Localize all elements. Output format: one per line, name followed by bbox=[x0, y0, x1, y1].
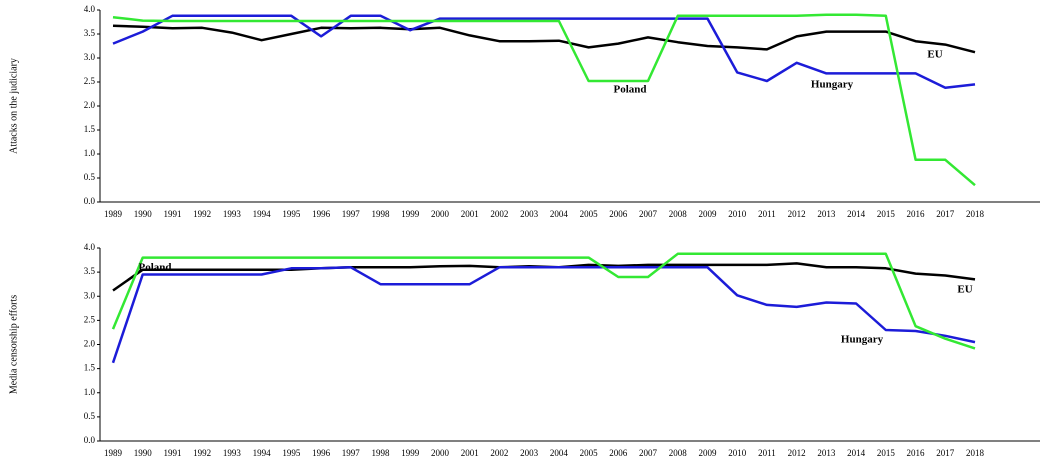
x-tick-label: 1990 bbox=[134, 209, 153, 219]
x-tick-label: 1993 bbox=[223, 448, 242, 458]
x-tick-label: 2014 bbox=[847, 209, 866, 219]
x-tick-label: 2008 bbox=[669, 448, 688, 458]
x-tick-label: 2002 bbox=[490, 209, 508, 219]
x-tick-label: 2012 bbox=[788, 448, 806, 458]
series-label: EU bbox=[927, 49, 942, 61]
x-tick-label: 1999 bbox=[401, 209, 420, 219]
x-tick-label: 1989 bbox=[104, 209, 123, 219]
x-tick-label: 1997 bbox=[342, 209, 361, 219]
x-tick-label: 1991 bbox=[163, 448, 181, 458]
y-tick-label: 0.0 bbox=[84, 435, 96, 445]
x-tick-label: 2018 bbox=[966, 209, 985, 219]
x-tick-label: 2004 bbox=[550, 209, 569, 219]
x-tick-label: 2018 bbox=[966, 448, 985, 458]
x-tick-label: 1996 bbox=[312, 209, 331, 219]
x-tick-label: 1997 bbox=[342, 448, 361, 458]
x-tick-label: 2013 bbox=[817, 448, 836, 458]
y-tick-label: 3.5 bbox=[84, 266, 96, 276]
x-tick-label: 1992 bbox=[193, 209, 211, 219]
line-series bbox=[112, 24, 976, 54]
x-tick-label: 2009 bbox=[698, 448, 717, 458]
x-tick-label: 2010 bbox=[728, 209, 747, 219]
x-tick-label: 2016 bbox=[907, 209, 926, 219]
series-label: EU bbox=[957, 284, 972, 296]
x-tick-label: 2003 bbox=[520, 448, 539, 458]
x-tick-label: 1998 bbox=[372, 448, 391, 458]
y-tick-label: 1.5 bbox=[84, 363, 96, 373]
x-tick-label: 2014 bbox=[847, 448, 866, 458]
y-tick-label: 0.5 bbox=[84, 172, 96, 182]
x-tick-label: 1999 bbox=[401, 448, 420, 458]
chart: 0.0 0.5 1.0 1.5 2.0 2.5 3.0 3.5 4.0 1989 1990 1991 1… bbox=[8, 4, 1040, 219]
x-tick-label: 1998 bbox=[372, 209, 391, 219]
x-tick-label: 2011 bbox=[758, 448, 776, 458]
chart: 0.0 0.5 1.0 1.5 2.0 2.5 3.0 3.5 4.0 1989 1990 1991 1… bbox=[8, 242, 1040, 458]
y-tick-label: 0.0 bbox=[84, 196, 96, 206]
series-label: Hungary bbox=[841, 334, 884, 346]
series-label: Poland bbox=[138, 262, 171, 274]
x-tick-label: 1991 bbox=[163, 209, 181, 219]
y-tick-label: 4.0 bbox=[84, 242, 96, 252]
x-tick-label: 2012 bbox=[788, 209, 806, 219]
y-tick-label: 3.5 bbox=[84, 28, 96, 38]
y-tick-label: 2.5 bbox=[84, 76, 96, 86]
y-tick-label: 0.5 bbox=[84, 411, 96, 421]
x-tick-label: 2004 bbox=[550, 448, 569, 458]
y-axis-label: Media censorship efforts bbox=[8, 295, 19, 394]
x-tick-label: 2001 bbox=[461, 209, 479, 219]
x-tick-label: 2005 bbox=[580, 209, 599, 219]
x-tick-label: 2007 bbox=[639, 209, 658, 219]
x-tick-label: 2001 bbox=[461, 448, 479, 458]
x-tick-label: 2000 bbox=[431, 209, 450, 219]
x-tick-label: 2005 bbox=[580, 448, 599, 458]
x-tick-label: 2017 bbox=[936, 448, 955, 458]
x-tick-label: 2017 bbox=[936, 209, 955, 219]
line-series bbox=[112, 13, 976, 187]
x-tick-label: 2002 bbox=[490, 448, 508, 458]
x-tick-label: 2009 bbox=[698, 209, 717, 219]
x-tick-label: 1993 bbox=[223, 209, 242, 219]
x-tick-label: 2015 bbox=[877, 448, 896, 458]
x-tick-label: 1996 bbox=[312, 448, 331, 458]
y-tick-label: 3.0 bbox=[84, 290, 96, 300]
x-tick-label: 2003 bbox=[520, 209, 539, 219]
line-series bbox=[112, 14, 976, 90]
x-tick-label: 1995 bbox=[282, 209, 301, 219]
y-axis-label: Attacks on the judiciary bbox=[8, 58, 19, 154]
y-tick-label: 4.0 bbox=[84, 4, 96, 14]
x-tick-label: 2008 bbox=[669, 209, 688, 219]
x-tick-label: 2000 bbox=[431, 448, 450, 458]
series-label: Hungary bbox=[811, 79, 854, 91]
x-tick-label: 1989 bbox=[104, 448, 123, 458]
x-tick-label: 2006 bbox=[609, 448, 628, 458]
x-tick-label: 1994 bbox=[253, 209, 272, 219]
x-tick-label: 2011 bbox=[758, 209, 776, 219]
x-tick-label: 1992 bbox=[193, 448, 211, 458]
x-tick-label: 2013 bbox=[817, 209, 836, 219]
x-tick-label: 2010 bbox=[728, 448, 747, 458]
x-tick-label: 1994 bbox=[253, 448, 272, 458]
y-tick-label: 2.0 bbox=[84, 339, 96, 349]
line-series bbox=[111, 252, 976, 350]
line-series bbox=[111, 266, 976, 364]
y-tick-label: 1.0 bbox=[84, 148, 96, 158]
x-tick-label: 1990 bbox=[134, 448, 153, 458]
x-tick-label: 2015 bbox=[877, 209, 896, 219]
y-tick-label: 2.5 bbox=[84, 314, 96, 324]
y-tick-label: 2.0 bbox=[84, 100, 96, 110]
x-tick-label: 2006 bbox=[609, 209, 628, 219]
x-tick-label: 2007 bbox=[639, 448, 658, 458]
series-label: Poland bbox=[613, 84, 646, 96]
x-tick-label: 2016 bbox=[907, 448, 926, 458]
x-tick-label: 1995 bbox=[282, 448, 301, 458]
y-tick-label: 1.0 bbox=[84, 387, 96, 397]
y-tick-label: 1.5 bbox=[84, 124, 96, 134]
y-tick-label: 3.0 bbox=[84, 52, 96, 62]
